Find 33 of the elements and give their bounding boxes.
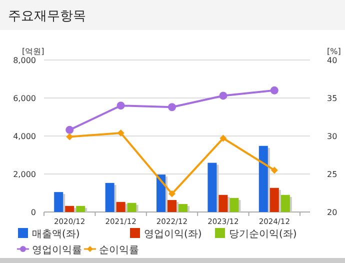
y2-tick-label: 40 [327,56,338,65]
legend-label: 매출액(좌) [32,229,80,240]
point [219,92,228,100]
legend-label: 당기순이익(좌) [229,229,297,240]
point [66,133,74,140]
legend-label: 순이익률 [99,245,139,256]
y-tick-label: 4,000 [13,132,36,141]
y-tick-label: 0 [30,208,36,217]
point [117,129,124,136]
legend: 당기순이익(좌) [215,228,297,240]
y2-tick-label: 25 [327,170,338,179]
y-tick-label: 2,000 [13,170,36,179]
legend: 영업이익률 [17,245,82,256]
legend-label: 영업이익률 [32,245,82,256]
y2-axis-title: [%] [327,47,341,56]
y2-tick-label: 20 [327,208,338,217]
y-tick-label: 6,000 [13,94,36,103]
legend: 매출액(좌) [18,228,80,240]
y-tick-label: 8,000 [13,56,36,65]
point [116,102,125,110]
point [66,126,74,134]
point [220,134,227,142]
legend: 영업이익(좌) [130,228,202,240]
point [270,166,278,174]
y2-tick-label: 35 [327,94,338,103]
chart-title: 주요재무항목 [8,9,86,24]
y2-tick-label: 30 [327,132,338,141]
point [168,103,176,112]
point [270,86,278,94]
legend: 순이익률 [84,245,139,256]
y-axis-title: [억원] [22,47,44,56]
point [168,190,176,198]
legend-label: 영업이익(좌) [144,229,202,240]
